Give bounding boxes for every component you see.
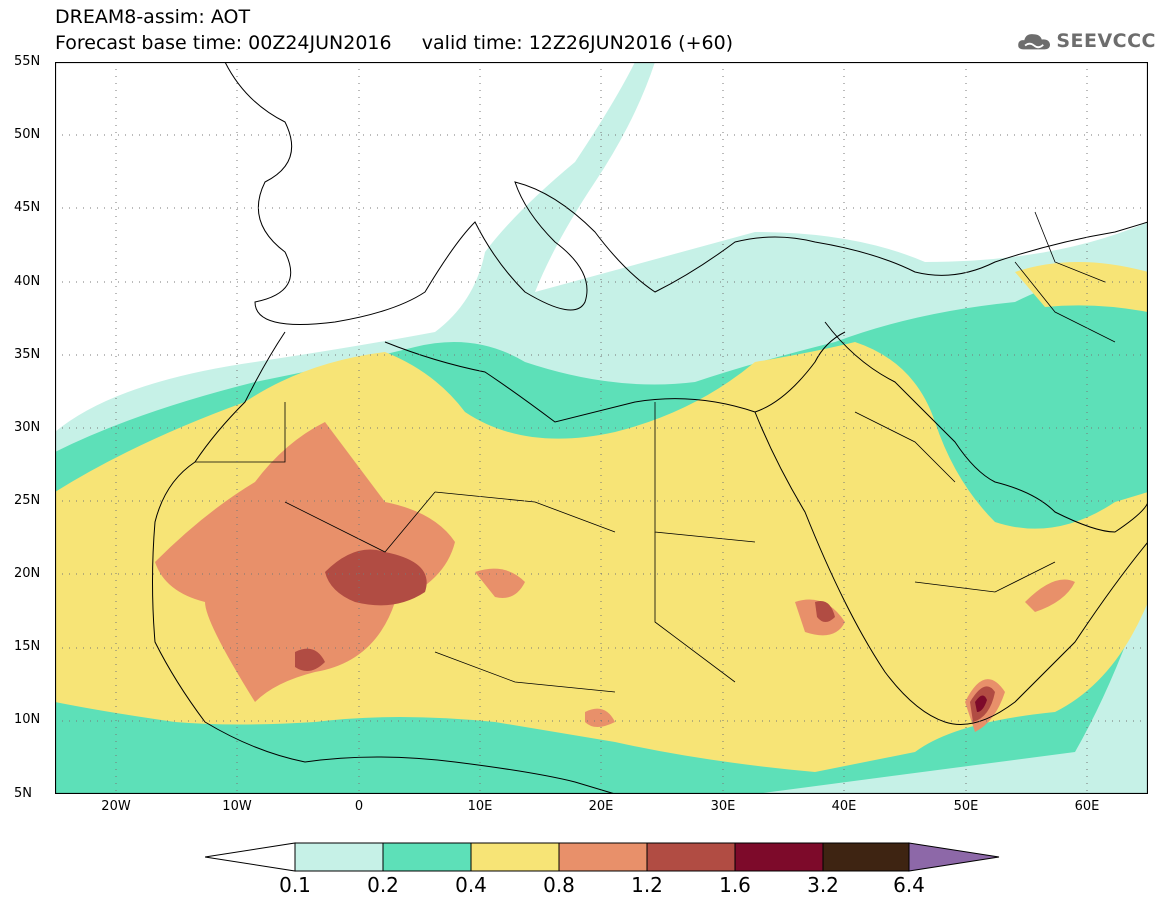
lat-label-15n: 15N bbox=[14, 639, 41, 654]
colorbar-bin-0.2-0.4 bbox=[382, 842, 472, 872]
lon-label-30e: 30E bbox=[710, 799, 736, 814]
lon-label-50e: 50E bbox=[953, 799, 979, 814]
lat-label-35n: 35N bbox=[14, 347, 41, 362]
lat-label-25n: 25N bbox=[14, 493, 41, 508]
lat-label-10n: 10N bbox=[14, 712, 41, 727]
aot-band-1.2 bbox=[295, 549, 995, 722]
coastlines bbox=[152, 62, 1148, 794]
colorbar-bin-0.1-0.2 bbox=[294, 842, 384, 872]
colorbar-label-0.1: 0.1 bbox=[279, 873, 311, 897]
lat-label-45n: 45N bbox=[14, 200, 41, 215]
colorbar-label-0.8: 0.8 bbox=[543, 873, 575, 897]
forecast-time-line: Forecast base time: 00Z24JUN2016 valid t… bbox=[55, 32, 734, 54]
colorbar-upper-arrow bbox=[908, 842, 1000, 872]
lat-label-50n: 50N bbox=[14, 127, 41, 142]
cloud-logo-icon bbox=[1018, 34, 1051, 50]
seevccc-logo: SEEVCCC bbox=[1016, 24, 1156, 58]
colorbar-label-0.2: 0.2 bbox=[367, 873, 399, 897]
map-border bbox=[55, 62, 1148, 794]
aot-colorbar bbox=[205, 842, 1000, 872]
graticule bbox=[55, 62, 1148, 794]
lon-label-10w: 10W bbox=[222, 799, 252, 814]
colorbar-label-6.4: 6.4 bbox=[893, 873, 925, 897]
map-title: DREAM8-assim: AOT bbox=[55, 6, 251, 28]
colorbar-label-0.4: 0.4 bbox=[455, 873, 487, 897]
country-boundaries bbox=[195, 211, 1116, 693]
lon-label-20e: 20E bbox=[588, 799, 614, 814]
lon-label-0: 0 bbox=[354, 799, 364, 814]
lon-label-20w: 20W bbox=[101, 799, 131, 814]
logo-text: SEEVCCC bbox=[1056, 30, 1156, 52]
lat-label-20n: 20N bbox=[14, 566, 41, 581]
colorbar-label-1.2: 1.2 bbox=[631, 873, 663, 897]
lon-label-10e: 10E bbox=[467, 799, 493, 814]
aot-map bbox=[55, 62, 1148, 794]
colorbar-bin-1.2-1.6 bbox=[646, 842, 736, 872]
lat-label-40n: 40N bbox=[14, 274, 41, 289]
colorbar-bin-3.2-6.4 bbox=[822, 842, 910, 872]
colorbar-bin-0.8-1.2 bbox=[558, 842, 648, 872]
lon-label-40e: 40E bbox=[831, 799, 857, 814]
colorbar-label-1.6: 1.6 bbox=[719, 873, 751, 897]
lat-label-5n: 5N bbox=[14, 786, 32, 801]
aot-band-0.8 bbox=[155, 422, 1075, 732]
aot-band-1.6 bbox=[975, 695, 987, 712]
colorbar-bin-0.4-0.8 bbox=[470, 842, 560, 872]
colorbar-bin-1.6-3.2 bbox=[734, 842, 824, 872]
colorbar-label-3.2: 3.2 bbox=[807, 873, 839, 897]
colorbar-lower-arrow bbox=[205, 842, 296, 872]
lat-label-30n: 30N bbox=[14, 420, 41, 435]
lon-label-60e: 60E bbox=[1074, 799, 1100, 814]
lat-label-55n: 55N bbox=[14, 54, 41, 69]
